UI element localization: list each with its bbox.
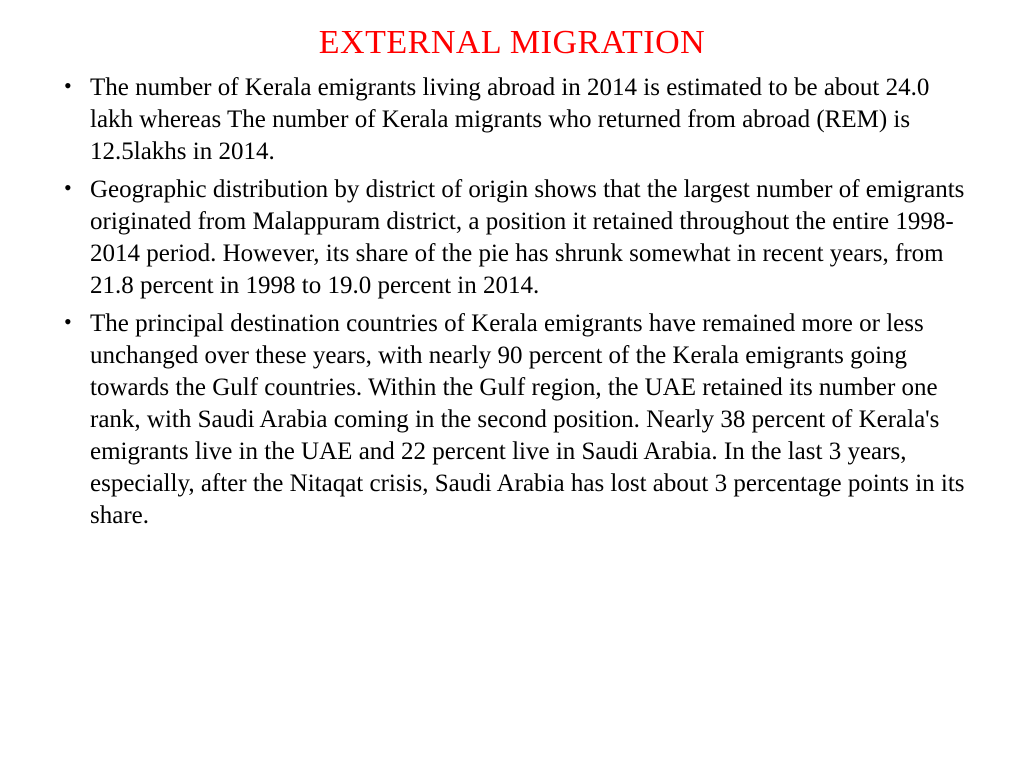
bullet-item: The principal destination countries of K…	[90, 308, 968, 532]
bullet-item: The number of Kerala emigrants living ab…	[90, 72, 968, 168]
bullet-list: The number of Kerala emigrants living ab…	[56, 72, 968, 532]
slide-title: EXTERNAL MIGRATION	[56, 24, 968, 62]
slide: EXTERNAL MIGRATION The number of Kerala …	[0, 0, 1024, 768]
bullet-item: Geographic distribution by district of o…	[90, 174, 968, 302]
